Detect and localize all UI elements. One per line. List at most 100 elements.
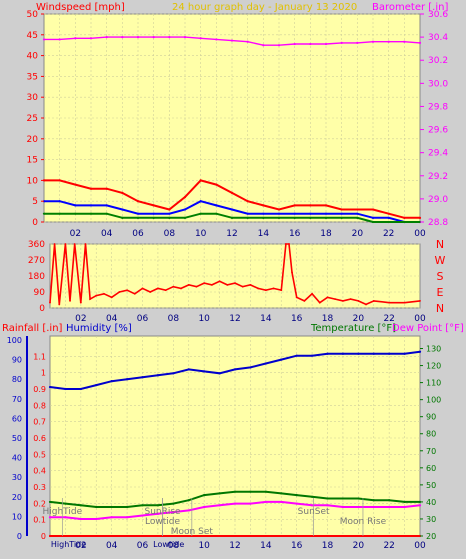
direction-x-tick-label: 12 (229, 314, 240, 324)
series-point-wind-gust (152, 204, 155, 207)
series-point-barometer (309, 42, 312, 46)
series-point-wind-direction (157, 287, 159, 290)
series-point-wind-direction (226, 283, 229, 286)
series-point-humidity (172, 372, 175, 375)
bottom-annotation-label: Lowtide (153, 540, 184, 549)
windspeed-tick-label: 50 (27, 10, 39, 20)
series-point-wind-average (371, 220, 375, 224)
humidity-tick-label: 80 (12, 375, 22, 384)
barometer-tick-label: 29.0 (428, 195, 448, 205)
series-point-wind-average (42, 212, 46, 215)
series-point-wind-average (262, 216, 265, 219)
series-point-wind-average (293, 216, 296, 219)
series-point-wind-speed (340, 212, 343, 215)
humidity-tick-label: 20 (12, 493, 22, 502)
series-point-wind-speed (356, 212, 359, 215)
series-point-barometer (403, 40, 406, 43)
wind-grid (44, 13, 420, 223)
temperature-tick-label: 50 (426, 481, 436, 490)
series-point-wind-direction (365, 303, 367, 306)
series-point-wind-gust (74, 183, 77, 186)
series-point-wind-speed (262, 212, 265, 215)
series-point-humidity (125, 378, 129, 381)
humidity-tick-label: 0 (17, 532, 22, 541)
series-point-humidity (141, 376, 144, 379)
direction-x-tick-label: 06 (137, 314, 149, 324)
direction-tick-label: 90 (34, 288, 46, 298)
series-point-wind-speed (74, 204, 77, 207)
temperature-tick-label: 40 (426, 498, 436, 507)
barometer-tick-label: 28.8 (428, 218, 448, 228)
annotation-label: SunSet (298, 507, 330, 517)
humidity-tick-label: 10 (12, 512, 22, 521)
series-point-temperature (388, 499, 391, 502)
series-point-wind-gust (199, 179, 202, 182)
series-point-dew-point (295, 502, 298, 505)
rainfall-tick-label: 0.1 (33, 516, 46, 525)
series-point-wind-gust (230, 191, 234, 194)
windspeed-tick-label: 45 (27, 31, 38, 41)
wind-x-tick-label: 14 (258, 229, 270, 239)
series-point-wind-direction (203, 282, 206, 285)
rainfall-tick-label: 0.4 (33, 467, 46, 476)
series-point-barometer (356, 41, 359, 44)
series-point-temperature (372, 499, 375, 502)
series-point-wind-speed (246, 212, 249, 215)
bottom-annotation-label: HighTide (51, 540, 86, 549)
compass-letter: W (435, 254, 446, 267)
temperature-tick-label: 130 (426, 345, 441, 354)
windspeed-tick-label: 15 (27, 156, 38, 166)
series-point-dew-point (326, 504, 329, 507)
series-point-dew-point (48, 516, 52, 519)
series-point-wind-direction (388, 301, 391, 304)
series-point-wind-average (340, 216, 343, 219)
series-point-temperature (341, 497, 345, 500)
series-point-dew-point (187, 509, 190, 512)
direction-tick-label: 0 (39, 304, 45, 314)
series-point-wind-average (403, 220, 406, 224)
series-point-wind-gust (387, 212, 390, 215)
series-point-temperature (357, 497, 360, 500)
series-point-wind-direction (349, 298, 352, 301)
temperature-tick-label: 80 (426, 430, 436, 439)
series-point-humidity (357, 352, 360, 355)
series-point-wind-speed (58, 200, 61, 203)
wind-x-tick-label: 08 (164, 229, 176, 239)
humidity-tick-label: 60 (12, 414, 22, 423)
wind-x-tick-label: 12 (226, 229, 237, 239)
windspeed-axis-title: Windspeed [mph] (36, 2, 125, 13)
series-point-wind-average (277, 216, 281, 219)
climate-x-tick-label: 00 (414, 541, 426, 551)
direction-x-tick-label: 10 (198, 314, 210, 324)
direction-x-tick-label: 14 (260, 314, 272, 324)
temperature-tick-label: 20 (426, 532, 436, 541)
humidity-tick-label: 40 (12, 454, 22, 463)
series-point-wind-direction (79, 301, 82, 304)
compass-letter: E (437, 286, 444, 299)
series-point-wind-speed (293, 212, 296, 215)
wind-x-tick-label: 02 (70, 229, 81, 239)
wind-axis-ticks: 0 5 10 15 20 25 30 35 40 45 50 28.8 29.0 29.2 29.4 29.6… (27, 10, 449, 239)
rainfall-tick-label: 0.8 (33, 401, 46, 410)
series-point-wind-gust (418, 216, 422, 219)
series-point-wind-gust (403, 216, 406, 219)
series-point-barometer (262, 44, 265, 47)
series-point-wind-direction (291, 271, 293, 274)
series-point-wind-direction (272, 287, 275, 290)
series-point-wind-direction (69, 299, 71, 302)
series-point-dew-point (233, 502, 237, 505)
climate-x-tick-label: 18 (322, 541, 334, 551)
series-point-wind-average (168, 216, 171, 219)
series-point-humidity (264, 362, 267, 365)
temperature-tick-label: 60 (426, 464, 436, 473)
series-point-wind-gust (121, 191, 124, 194)
series-point-humidity (233, 368, 237, 371)
series-point-wind-gust (168, 208, 171, 211)
rainfall-tick-label: 0.3 (33, 483, 46, 492)
series-point-wind-direction (257, 287, 260, 290)
series-point-barometer (58, 38, 61, 41)
series-point-wind-direction (187, 283, 190, 286)
series-point-barometer (168, 36, 171, 39)
climate-x-tick-label: 20 (353, 541, 365, 551)
